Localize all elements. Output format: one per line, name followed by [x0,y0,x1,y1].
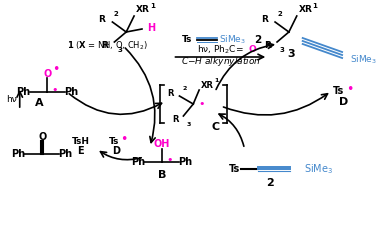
Text: O: O [249,45,256,54]
Text: OH: OH [154,139,170,149]
Text: $\mathbf{1}$ ($\mathbf{X}$ = NH, O, CH$_2$): $\mathbf{1}$ ($\mathbf{X}$ = NH, O, CH$_… [67,40,148,52]
Text: $\mathbf{C}$: $\mathbf{C}$ [211,120,220,132]
Text: XR: XR [299,6,313,14]
Text: 1: 1 [150,3,155,9]
Text: hν, Ph$_2$C=: hν, Ph$_2$C= [198,44,244,56]
Text: •: • [198,99,205,109]
Text: 2: 2 [113,11,118,17]
Text: Ph: Ph [16,87,31,97]
Text: 3: 3 [117,47,122,53]
Text: Ph: Ph [11,149,25,159]
Text: R: R [264,41,271,51]
Text: $\mathbf{E}$: $\mathbf{E}$ [77,144,85,156]
Text: SiMe$_3$: SiMe$_3$ [350,54,377,66]
Text: 2: 2 [182,87,187,92]
Text: $\mathbf{B}$: $\mathbf{B}$ [157,168,167,180]
Text: Ts: Ts [229,164,240,174]
Text: 3: 3 [280,47,285,53]
Text: $\mathbf{D}$: $\mathbf{D}$ [338,95,349,107]
Text: •: • [120,132,128,145]
Text: $\it{C}$$-$$\it{H}$ $\it{alkynylation}$: $\it{C}$$-$$\it{H}$ $\it{alkynylation}$ [181,54,261,68]
Text: hν: hν [7,94,17,103]
Text: •: • [52,63,60,77]
Text: O: O [43,69,51,79]
Text: Ph: Ph [58,149,72,159]
Text: Ph: Ph [131,157,145,167]
Text: R: R [172,115,178,124]
Text: $\mathbf{A}$: $\mathbf{A}$ [34,96,45,108]
Text: 2: 2 [277,11,282,17]
Text: •: • [346,82,354,95]
Text: Ph: Ph [64,87,78,97]
Text: O: O [38,132,46,142]
Text: 3: 3 [187,122,191,126]
Text: SiMe$_3$: SiMe$_3$ [304,162,333,176]
Text: Ts: Ts [333,86,344,96]
Text: R: R [101,41,108,51]
Text: Ph: Ph [178,157,192,167]
Text: R: R [261,14,268,23]
Text: XR: XR [136,6,150,14]
Text: •: • [167,155,173,165]
Text: Ts: Ts [108,136,119,145]
Text: •: • [51,85,58,95]
Text: 1: 1 [313,3,318,9]
Text: Ts: Ts [182,35,192,44]
Text: 1: 1 [214,79,218,83]
Text: 3: 3 [287,49,295,59]
Text: 2: 2 [266,178,274,188]
Text: TsH: TsH [72,136,90,145]
Text: H: H [147,23,155,33]
Text: R: R [98,14,105,23]
Text: XR: XR [201,81,214,90]
Text: R: R [167,89,173,98]
Text: $\mathbf{D}$: $\mathbf{D}$ [112,144,122,156]
Text: 2: 2 [254,35,262,45]
Text: SiMe$_3$: SiMe$_3$ [219,34,246,46]
